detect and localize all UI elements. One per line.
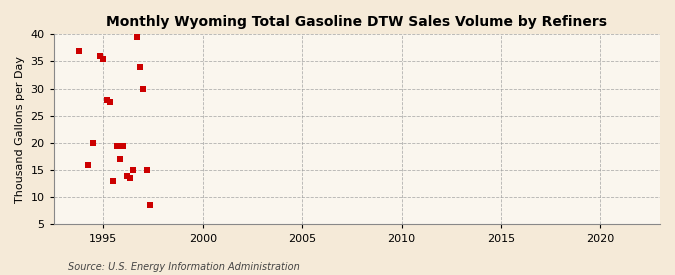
Text: Source: U.S. Energy Information Administration: Source: U.S. Energy Information Administ…	[68, 262, 299, 272]
Point	[128, 168, 138, 172]
Y-axis label: Thousand Gallons per Day: Thousand Gallons per Day	[15, 56, 25, 203]
Point	[108, 179, 119, 183]
Point	[138, 86, 148, 91]
Point	[115, 157, 126, 161]
Point	[124, 176, 135, 180]
Point	[98, 57, 109, 61]
Point	[131, 35, 142, 39]
Point	[141, 168, 152, 172]
Point	[88, 141, 99, 145]
Point	[95, 54, 105, 58]
Point	[144, 203, 155, 208]
Point	[101, 97, 112, 102]
Point	[122, 173, 132, 178]
Title: Monthly Wyoming Total Gasoline DTW Sales Volume by Refiners: Monthly Wyoming Total Gasoline DTW Sales…	[107, 15, 608, 29]
Point	[134, 65, 145, 69]
Point	[118, 144, 129, 148]
Point	[105, 100, 115, 104]
Point	[111, 144, 122, 148]
Point	[73, 48, 84, 53]
Point	[83, 163, 94, 167]
